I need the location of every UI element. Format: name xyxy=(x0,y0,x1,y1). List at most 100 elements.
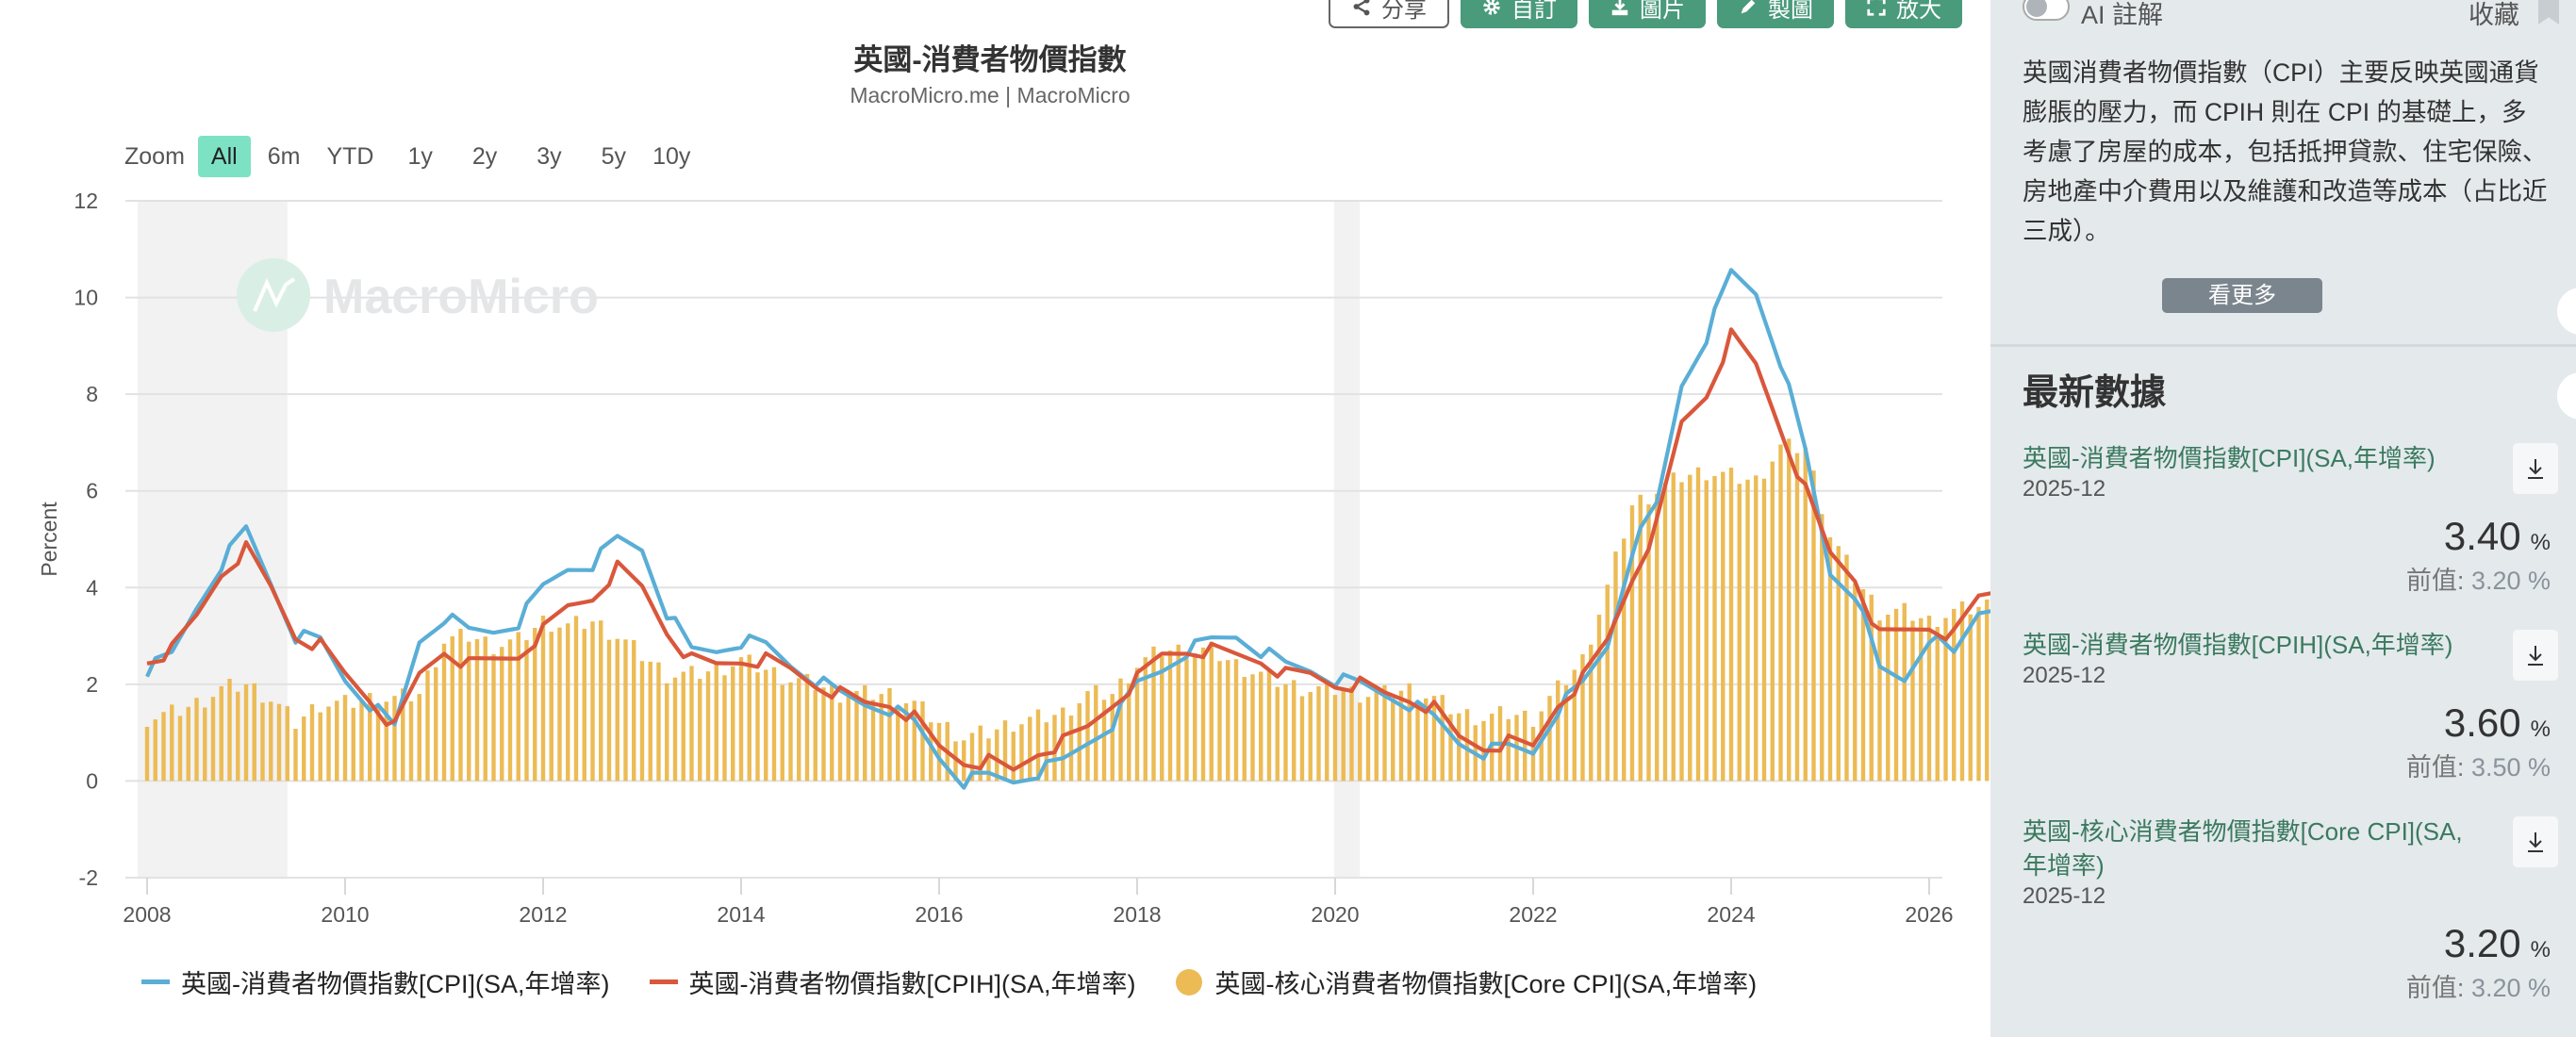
range-5y-button[interactable]: 5y xyxy=(601,143,627,170)
y-tick-label: 10 xyxy=(74,286,98,310)
previous-number: 3.50 % xyxy=(2470,753,2551,782)
previous-label: 前值: xyxy=(2405,567,2465,595)
previous-number: 3.20 % xyxy=(2470,567,2551,595)
chart-subtitle: MacroMicro.me | MacroMicro xyxy=(850,83,1131,107)
download-button[interactable] xyxy=(2513,443,2558,494)
x-tick-label: 2024 xyxy=(1707,902,1755,927)
legend-item-core-cpi[interactable]: 英國-核心消費者物價指數[Core CPI](SA,年增率) xyxy=(1175,963,1758,1000)
value-number: 3.60 xyxy=(2443,700,2521,745)
previous-number: 3.20 % xyxy=(2470,974,2551,1002)
legend-line-icon xyxy=(141,979,170,984)
legend-label: 英國-消費者物價指數[CPIH](SA,年增率) xyxy=(688,970,1136,998)
range-selector-label: Zoom xyxy=(124,142,185,170)
customize-label: 自訂 xyxy=(1511,0,1557,23)
previous-value: 前值: 3.20 % xyxy=(2023,565,2551,597)
chart-toolbar: 分享 自訂 圖片 製圖 放大 xyxy=(1329,0,1962,28)
series-name-link[interactable]: 英國-消費者物價指數[CPIH](SA,年增率) xyxy=(2023,631,2453,659)
download-image-icon xyxy=(1611,0,1628,16)
series-date: 2025-12 xyxy=(2023,883,2106,909)
svg-text:MacroMicro: MacroMicro xyxy=(323,270,599,324)
x-tick-label: 2016 xyxy=(915,902,963,927)
series-name-link[interactable]: 英國-核心消費者物價指數[Core CPI](SA,年增率) xyxy=(2023,817,2463,880)
latest-data-item: 英國-核心消費者物價指數[Core CPI](SA,年增率) 2025-12 3… xyxy=(2023,815,2558,1004)
x-tick-label: 2026 xyxy=(1905,902,1953,927)
y-tick-label: 8 xyxy=(86,382,98,406)
download-icon xyxy=(2528,459,2543,479)
y-tick-label: 2 xyxy=(86,672,98,697)
edge-scroll-handle[interactable] xyxy=(2557,288,2576,335)
customize-button[interactable]: 自訂 xyxy=(1461,0,1577,28)
download-icon xyxy=(2528,832,2543,852)
watermark-logo: MacroMicro xyxy=(237,258,599,332)
cpih-line[interactable] xyxy=(146,327,1990,772)
y-axis-title: Percent xyxy=(37,502,61,577)
x-tick-label: 2008 xyxy=(123,902,171,927)
range-6m-button[interactable]: 6m xyxy=(267,143,301,170)
share-button[interactable]: 分享 xyxy=(1329,0,1449,28)
see-more-button[interactable]: 看更多 xyxy=(2162,278,2322,313)
previous-label: 前值: xyxy=(2405,974,2465,1002)
sidebar: AI 註解 收藏 英國消費者物價指數（CPI）主要反映英國通貨膨脹的壓力，而 C… xyxy=(1990,0,2576,1037)
favorite-label[interactable]: 收藏 xyxy=(2469,1,2519,29)
y-tick-label: -2 xyxy=(79,865,98,890)
description-section: AI 註解 收藏 英國消費者物價指數（CPI）主要反映英國通貨膨脹的壓力，而 C… xyxy=(1990,0,2576,347)
download-button[interactable] xyxy=(2513,816,2558,867)
range-3y-button[interactable]: 3y xyxy=(537,143,562,170)
latest-data-item: 英國-消費者物價指數[CPI](SA,年增率) 2025-12 3.40% 前值… xyxy=(2023,441,2558,597)
series-name-link[interactable]: 英國-消費者物價指數[CPI](SA,年增率) xyxy=(2023,444,2436,472)
toggle-knob xyxy=(2026,0,2047,17)
x-tick-label: 2010 xyxy=(321,902,369,927)
image-download-button[interactable]: 圖片 xyxy=(1589,0,1706,28)
legend-item-cpih[interactable]: 英國-消費者物價指數[CPIH](SA,年增率) xyxy=(649,963,1136,1000)
series-date: 2025-12 xyxy=(2023,476,2106,502)
y-tick-label: 4 xyxy=(86,575,98,600)
edge-scroll-handle[interactable] xyxy=(2557,372,2576,420)
latest-value: 3.20% xyxy=(2023,922,2551,972)
cpi-line[interactable] xyxy=(145,268,1990,790)
range-2y-button[interactable]: 2y xyxy=(471,143,498,170)
x-tick-label: 2022 xyxy=(1509,902,1557,927)
legend-label: 英國-消費者物價指數[CPI](SA,年增率) xyxy=(181,970,610,998)
legend-label: 英國-核心消費者物價指數[Core CPI](SA,年增率) xyxy=(1214,970,1758,998)
x-tick-label: 2020 xyxy=(1311,902,1359,927)
gear-icon xyxy=(1483,0,1500,15)
range-selector: Zoom All 6m YTD 1y 2y 3y 5y 10y xyxy=(124,136,707,177)
download-button[interactable] xyxy=(2513,630,2558,681)
range-1y-button[interactable]: 1y xyxy=(407,143,433,170)
previous-value: 前值: 3.50 % xyxy=(2023,751,2551,783)
legend-item-cpi[interactable]: 英國-消費者物價指數[CPI](SA,年增率) xyxy=(141,963,610,1000)
expand-label: 放大 xyxy=(1896,0,1941,23)
legend-dot-icon xyxy=(1175,968,1202,996)
value-unit: % xyxy=(2530,530,2551,555)
ai-annotation-label: AI 註解 xyxy=(2081,1,2164,29)
latest-value: 3.60% xyxy=(2023,701,2551,751)
chart-description: 英國消費者物價指數（CPI）主要反映英國通貨膨脹的壓力，而 CPIH 則在 CP… xyxy=(2023,58,2548,245)
x-tick-label: 2012 xyxy=(519,902,567,927)
draw-chart-button[interactable]: 製圖 xyxy=(1717,0,1834,28)
value-number: 3.20 xyxy=(2443,921,2521,965)
previous-value: 前值: 3.20 % xyxy=(2023,972,2551,1004)
range-all-button[interactable]: All xyxy=(197,136,251,177)
range-10y-button[interactable]: 10y xyxy=(652,143,691,170)
pencil-icon xyxy=(1741,0,1756,14)
range-ytd-button[interactable]: YTD xyxy=(326,143,374,170)
value-number: 3.40 xyxy=(2443,514,2521,558)
core-cpi-bars xyxy=(144,438,1990,782)
image-label: 圖片 xyxy=(1640,0,1685,23)
y-tick-label: 6 xyxy=(86,479,98,503)
bookmark-icon[interactable] xyxy=(2538,0,2559,25)
value-unit: % xyxy=(2530,937,2551,963)
share-icon xyxy=(1353,0,1370,16)
legend-line-icon xyxy=(649,979,678,984)
expand-button[interactable]: 放大 xyxy=(1845,0,1962,28)
latest-value: 3.40% xyxy=(2023,515,2551,565)
chart-panel: 分享 自訂 圖片 製圖 放大 英國-消費者物價指數 MacroMicro.me … xyxy=(0,0,1990,1000)
ai-annotation-toggle[interactable] xyxy=(2023,0,2070,21)
draw-label: 製圖 xyxy=(1768,0,1813,23)
chart-legend: 英國-消費者物價指數[CPI](SA,年增率) 英國-消費者物價指數[CPIH]… xyxy=(141,963,1796,1000)
series-date: 2025-12 xyxy=(2023,663,2106,688)
value-unit: % xyxy=(2530,716,2551,742)
y-tick-label: 0 xyxy=(86,768,98,793)
x-tick-label: 2014 xyxy=(717,902,765,927)
chart-plot-area[interactable]: -2 0 2 4 6 8 10 12 Percent MacroMicro 2008 2010 2012… xyxy=(0,0,1990,943)
